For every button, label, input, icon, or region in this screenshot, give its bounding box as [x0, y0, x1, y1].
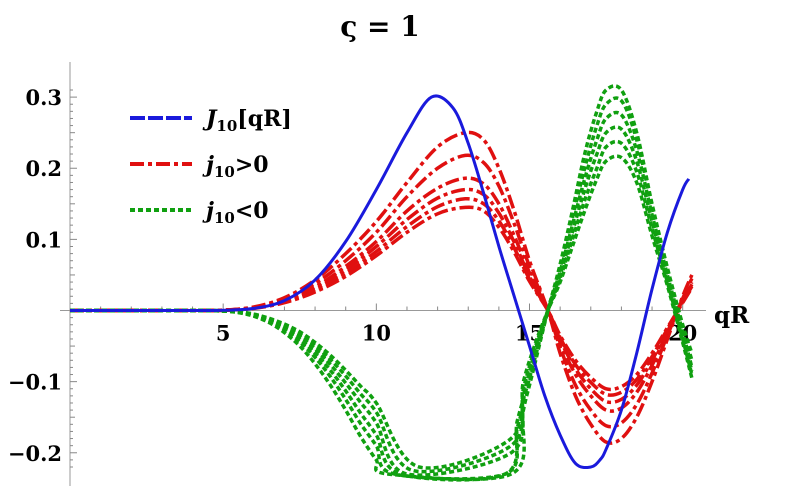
series-line-j_neg	[70, 139, 694, 474]
series-line-j_neg	[69, 84, 694, 482]
legend-label: j10<0	[202, 198, 269, 227]
series-line-j_pos	[69, 196, 694, 397]
series-line-j_neg	[70, 154, 694, 470]
legend-label: j10>0	[202, 152, 269, 181]
series-line-j_neg	[69, 110, 694, 482]
y-tick-label: −0.1	[8, 370, 62, 395]
y-tick-label: 0.1	[25, 227, 62, 252]
series-line-J10	[70, 94, 691, 470]
x-axis-label: qR	[714, 302, 750, 329]
legend: J10[qR] j10>0 j10<0	[130, 106, 292, 227]
y-tick-label: −0.2	[8, 441, 62, 466]
legend-label: J10[qR]	[202, 106, 292, 135]
series-line-j_pos	[69, 205, 694, 392]
series-line-j_pos	[69, 187, 694, 405]
series-line-j_pos	[69, 176, 694, 413]
y-tick-label: 0.2	[25, 156, 62, 181]
series-line-j_neg	[70, 125, 694, 477]
chart-title: ς = 1	[340, 10, 420, 43]
x-tick-label: 10	[362, 321, 391, 346]
series-layer	[69, 84, 694, 482]
y-tick-label: 0.3	[25, 85, 62, 110]
x-tick-label: 5	[216, 321, 231, 346]
